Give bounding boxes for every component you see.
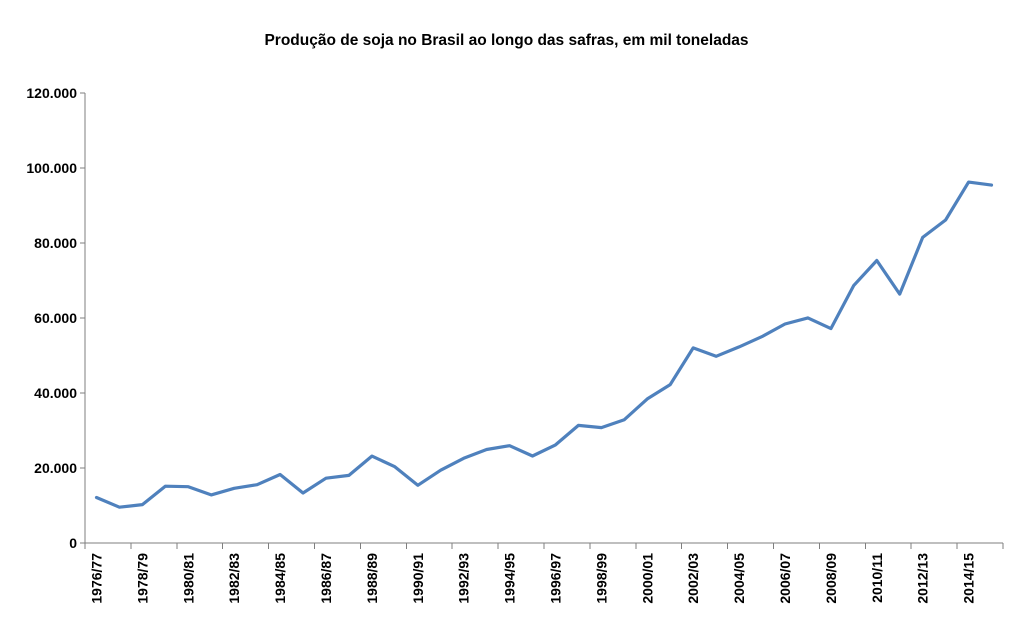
x-axis-tick-label: 1992/93: [456, 553, 472, 604]
y-axis-tick-label: 20.000: [34, 460, 77, 476]
x-axis-tick-label: 1994/95: [502, 553, 518, 604]
x-axis-tick-label: 1988/89: [364, 553, 380, 604]
x-axis-tick-label: 1980/81: [180, 553, 196, 604]
y-axis-tick-label: 120.000: [26, 85, 77, 101]
y-axis-tick-label: 100.000: [26, 160, 77, 176]
y-axis-tick-label: 60.000: [34, 310, 77, 326]
x-axis-tick-label: 2014/15: [961, 553, 977, 604]
x-axis-tick-label: 2008/09: [823, 553, 839, 604]
data-line: [94, 180, 994, 509]
x-axis-tick-label: 1996/97: [548, 553, 564, 604]
y-axis-tick-label: 0: [69, 535, 77, 551]
x-axis-tick-label: 1998/99: [593, 553, 609, 604]
x-axis-tick-label: 2012/13: [915, 553, 931, 604]
x-axis-tick-label: 1976/77: [89, 553, 105, 604]
x-axis-tick-label: 1986/87: [318, 553, 334, 604]
x-axis-tick-label: 1984/85: [272, 553, 288, 604]
x-axis-tick-label: 2004/05: [731, 553, 747, 604]
x-axis-tick-label: 2006/07: [777, 553, 793, 604]
x-axis-tick-label: 1978/79: [134, 553, 150, 604]
y-axis-tick-label: 40.000: [34, 385, 77, 401]
x-axis-tick-label: 2010/11: [869, 553, 885, 603]
x-axis-tick-label: 2000/01: [639, 553, 655, 604]
x-axis-tick-label: 1990/91: [410, 553, 426, 604]
x-axis-tick-label: 1982/83: [226, 553, 242, 604]
y-axis-tick-label: 80.000: [34, 235, 77, 251]
chart-title: Produção de soja no Brasil ao longo das …: [264, 32, 749, 49]
x-axis-tick-label: 2002/03: [685, 553, 701, 604]
